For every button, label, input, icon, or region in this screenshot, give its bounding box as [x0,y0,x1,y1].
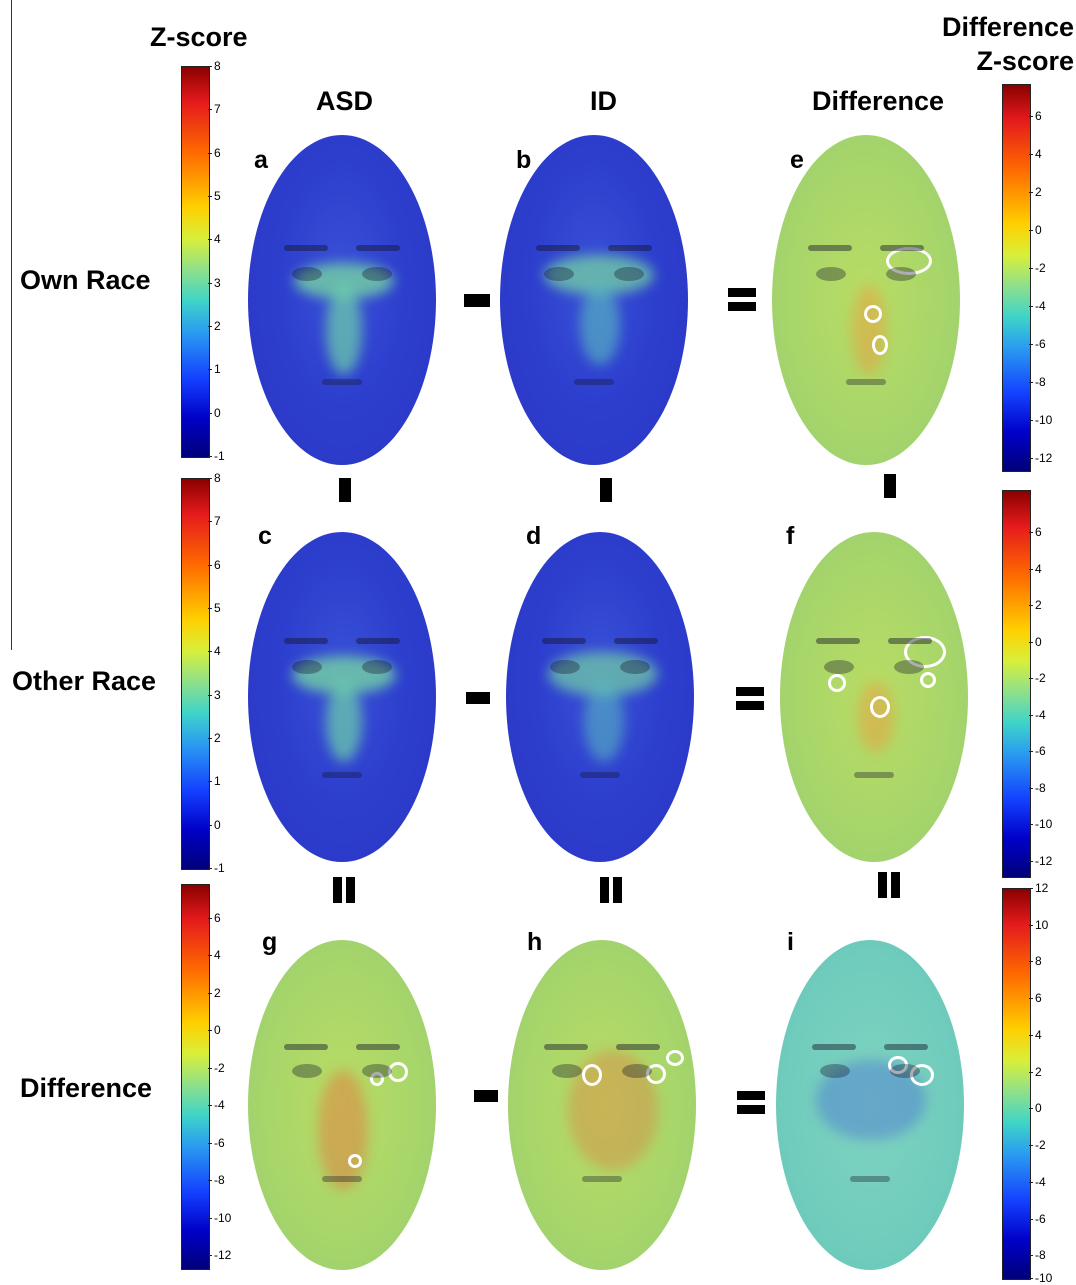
panel-label-c: c [258,522,272,550]
row-label-own-race: Own Race [20,265,151,295]
equals-operator-row3-top [737,1091,765,1100]
panel-label-g: g [262,928,278,956]
zscore-colorbar-top [181,66,210,458]
panel-label-f: f [786,522,795,550]
minus-operator-row3 [474,1090,498,1102]
panel-label-a: a [254,146,268,174]
equals-operator-row2-bottom [736,701,764,710]
final-difference-colorbar [1002,888,1031,1280]
face-heatmap-g [248,940,436,1270]
face-heatmap-i [776,940,964,1270]
equals-operator-row2-top [736,687,764,696]
column-header-id: ID [590,86,617,116]
equals-operator-vertical-col2-right [613,877,622,903]
equals-operator-vertical-col2-left [600,877,609,903]
minus-operator-vertical-col2 [600,478,612,502]
left-colorbar-title: Z-score [150,22,248,52]
face-heatmap-d [506,532,694,862]
panel-label-i: i [787,928,794,956]
column-header-asd: ASD [316,86,374,116]
face-heatmap-b [500,135,688,465]
face-heatmap-e [772,135,960,465]
panel-label-b: b [516,146,532,174]
equals-operator-vertical-col3-left [878,872,887,898]
minus-operator-vertical-col3 [884,474,896,498]
equals-operator-row3-bottom [737,1105,765,1114]
difference-colorbar-bottom-left [181,884,210,1270]
equals-operator-row1-top [728,288,756,297]
equals-operator-vertical-col1-right [346,877,355,903]
difference-colorbar-top-right [1002,84,1031,472]
row-label-difference: Difference [20,1073,153,1103]
equals-operator-vertical-col1-left [333,877,342,903]
significance-contour [904,636,946,668]
face-heatmap-c [248,532,436,862]
zscore-colorbar-middle [181,478,210,870]
minus-operator-vertical-col1 [339,478,351,502]
panel-label-d: d [526,522,542,550]
vertical-divider [11,0,12,650]
equals-operator-vertical-col3-right [891,872,900,898]
equals-operator-row1-bottom [728,302,756,311]
face-heatmap-h [508,940,696,1270]
face-heatmap-f [780,532,968,862]
panel-label-e: e [790,146,804,174]
minus-operator-row2 [466,692,490,704]
difference-colorbar-middle-right [1002,490,1031,878]
significance-contour [886,247,932,275]
row-label-other-race: Other Race [12,666,157,696]
face-heatmap-a [248,135,436,465]
panel-label-h: h [527,928,543,956]
right-colorbar-title: Difference Z-score [941,12,1074,76]
minus-operator-row1 [464,294,490,307]
column-header-difference: Difference [812,86,945,116]
